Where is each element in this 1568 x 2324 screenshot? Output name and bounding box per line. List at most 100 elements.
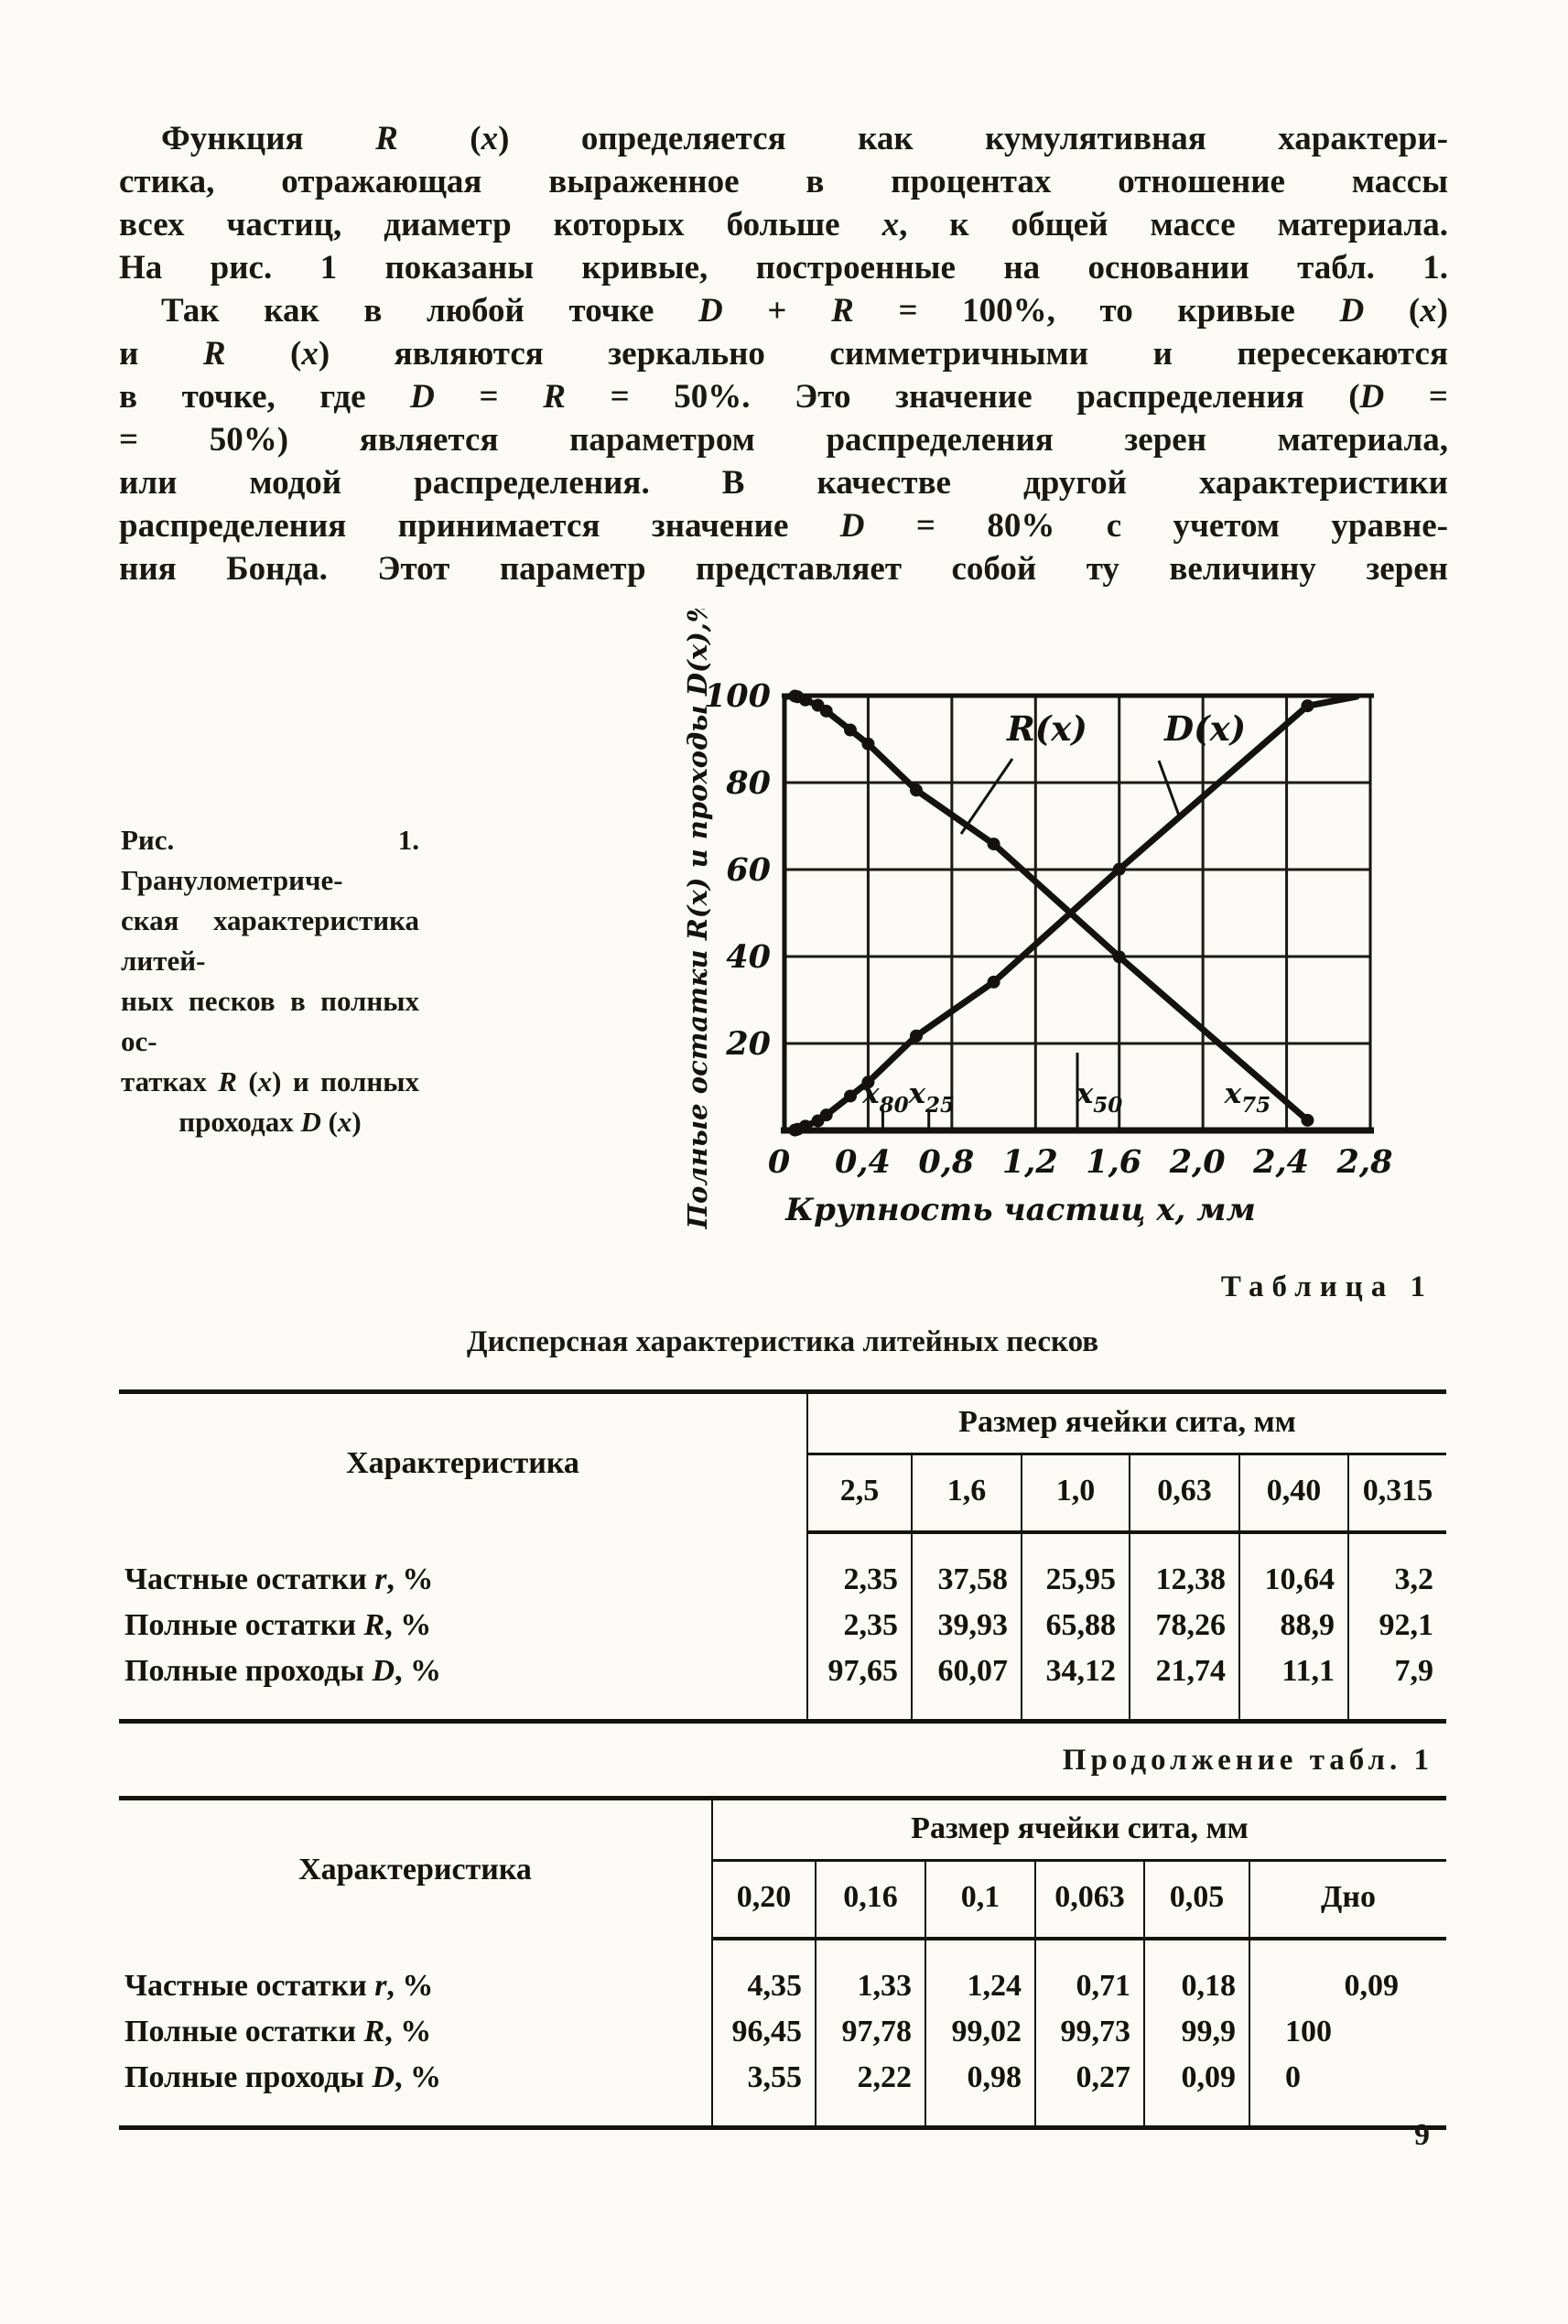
table-cell: 3,2 — [1347, 1532, 1446, 1603]
data-point — [819, 1108, 833, 1122]
svg-text:1,6: 1,6 — [1086, 1143, 1141, 1181]
table-cell: 2,22 — [815, 2055, 925, 2128]
x-axis-ticks: 0 0,4 0,8 1,2 1,6 2,0 2,4 2,8 — [768, 1143, 1393, 1181]
data-point — [1112, 950, 1126, 964]
data-point — [798, 1119, 812, 1133]
sieve-size-header: 0,16 — [815, 1860, 925, 1940]
paragraph-line: распределения принимается значение D = 8… — [119, 507, 1448, 545]
svg-text:0,8: 0,8 — [918, 1143, 974, 1181]
svg-text:x80: x80 — [861, 1077, 909, 1118]
row-label: Частные остатки r, % — [124, 1969, 434, 2003]
caption-line: Рис. 1. Гранулометриче- — [121, 824, 419, 896]
table-cell: 34,12 — [1021, 1648, 1130, 1722]
sieve-size-header: 0,1 — [925, 1860, 1035, 1940]
svg-text:2,4: 2,4 — [1252, 1143, 1309, 1181]
table-1: Характеристика Размер ячейки сита, мм 2,5 1… — [119, 1389, 1446, 1724]
svg-text:0: 0 — [768, 1143, 790, 1181]
sieve-size-header: 0,40 — [1238, 1454, 1348, 1534]
table-cell: 0 — [1249, 2055, 1446, 2128]
table-cell: 25,95 — [1021, 1532, 1130, 1603]
table-cell: 88,9 — [1238, 1603, 1348, 1648]
table-cell: 99,02 — [925, 2009, 1035, 2055]
span-header-sieve-size: Размер ячейки сита, мм — [712, 1798, 1446, 1862]
svg-text:20: 20 — [725, 1025, 771, 1063]
caption-line: татках R (x) и полных — [121, 1065, 419, 1097]
table-cell: 10,64 — [1238, 1532, 1348, 1603]
svg-text:1,2: 1,2 — [1002, 1143, 1058, 1181]
table-cell: 39,93 — [911, 1603, 1022, 1648]
svg-text:x25: x25 — [907, 1077, 955, 1118]
curve-label: D(x) — [1163, 708, 1246, 749]
table-cell: 4,35 — [711, 1939, 816, 2009]
data-point — [844, 1089, 857, 1103]
paragraph-line: в точке, где D = R = 50%. Это значение р… — [119, 378, 1448, 416]
svg-text:x75: x75 — [1224, 1077, 1271, 1118]
table-cell: 0,09 — [1143, 2055, 1249, 2128]
table-cell: 92,1 — [1347, 1603, 1446, 1648]
span-header-sieve-size: Размер ячейки сита, мм — [807, 1391, 1446, 1455]
sieve-size-header: 0,63 — [1129, 1454, 1239, 1534]
svg-text:2,0: 2,0 — [1169, 1143, 1226, 1181]
table-cell: 0,18 — [1143, 1939, 1249, 2009]
sieve-size-header: 2,5 — [807, 1454, 912, 1534]
table-row: Полные остатки R, % 96,45 97,78 99,02 99,73 9… — [119, 2009, 1446, 2055]
table-row: Полные проходы D, % 3,55 2,22 0,98 0,27 0,09 0 — [119, 2055, 1446, 2128]
row-label: Частные остатки r, % — [124, 1562, 434, 1596]
sieve-size-header: 0,063 — [1034, 1860, 1144, 1940]
dispersion-table-continued: Характеристика Размер ячейки сита, мм 0,20… — [119, 1796, 1446, 2130]
table-row: Полные проходы D, % 97,65 60,07 34,12 21,74 1… — [119, 1648, 1446, 1722]
data-point — [819, 704, 833, 718]
sieve-size-header: 0,20 — [712, 1860, 816, 1940]
row-label: Полные проходы D, % — [124, 1654, 441, 1688]
figure-caption: Рис. 1. Гранулометриче-ская характеристи… — [121, 820, 419, 1142]
svg-text:40: 40 — [726, 938, 771, 976]
data-point — [910, 1029, 923, 1043]
x-axis-title: Крупность частиц x, мм — [784, 1192, 1256, 1228]
table-cell: 1,33 — [815, 1939, 925, 2009]
sieve-size-header: 1,6 — [911, 1454, 1022, 1534]
paragraph-line: ния Бонда. Этот параметр представляет со… — [119, 550, 1448, 588]
curve-R(x): R(x) — [783, 689, 1314, 1127]
column-header-characteristic: Характеристика — [119, 1798, 713, 1939]
table-cell: 12,38 — [1129, 1532, 1239, 1603]
table-cell: 97,65 — [806, 1648, 912, 1722]
data-point — [844, 723, 857, 737]
table-1-continuation: Характеристика Размер ячейки сита, мм 0,20… — [119, 1796, 1446, 2130]
table-1-title: Дисперсная характеристика литейных песко… — [466, 1325, 1099, 1358]
table-cell: 11,1 — [1238, 1648, 1348, 1722]
svg-text:100: 100 — [704, 677, 771, 715]
y-axis-title: Полные остатки R(x) и проходы D(x),% — [682, 609, 713, 1229]
table-row: Полные остатки R, % 2,35 39,93 65,88 78,26 88… — [119, 1603, 1446, 1648]
table-cell: 7,9 — [1347, 1648, 1446, 1722]
svg-text:0,4: 0,4 — [835, 1143, 891, 1181]
data-point — [1301, 1113, 1314, 1127]
data-point — [987, 838, 1000, 851]
sieve-size-header: 0,315 — [1347, 1454, 1446, 1534]
table-cell: 60,07 — [911, 1648, 1022, 1722]
table-cell: 37,58 — [911, 1532, 1022, 1603]
label-pointer — [959, 758, 1014, 835]
row-label: Полные остатки R, % — [124, 2015, 432, 2048]
table-row: Частные остатки r, % 2,35 37,58 25,95 12,38 1… — [119, 1532, 1446, 1603]
data-point — [987, 975, 1000, 989]
svg-text:2,8: 2,8 — [1336, 1143, 1393, 1181]
sieve-size-header: Дно — [1249, 1860, 1446, 1940]
paragraph-line: Так как в любой точке D + R = 100%, то к… — [161, 292, 1448, 330]
table-cell: 0,98 — [925, 2055, 1035, 2128]
table-row: Частные остатки r, % 4,35 1,33 1,24 0,71 0,18… — [119, 1939, 1446, 2009]
caption-line: ных песков в полных ос- — [121, 985, 419, 1057]
table-cell: 2,35 — [806, 1603, 912, 1648]
page-number: 9 — [1414, 2118, 1430, 2152]
quantile-annotations: x80 x25 x50 x75 — [861, 1053, 1271, 1130]
dispersion-table: Характеристика Размер ячейки сита, мм 2,5 1… — [119, 1389, 1446, 1724]
table-cell: 1,24 — [925, 1939, 1035, 2009]
svg-text:60: 60 — [726, 851, 771, 889]
row-label: Полные остатки R, % — [124, 1608, 432, 1642]
y-axis-ticks: 100 80 60 40 20 — [704, 677, 771, 1063]
column-header-characteristic: Характеристика — [119, 1391, 808, 1532]
chart-grid — [784, 696, 1370, 1130]
table-2-caption: Продолжение табл. 1 — [1062, 1744, 1433, 1777]
table-cell: 97,78 — [815, 2009, 925, 2055]
paragraph-line: На рис. 1 показаны кривые, построенные н… — [119, 249, 1448, 286]
curve-label: R(x) — [1006, 708, 1087, 749]
